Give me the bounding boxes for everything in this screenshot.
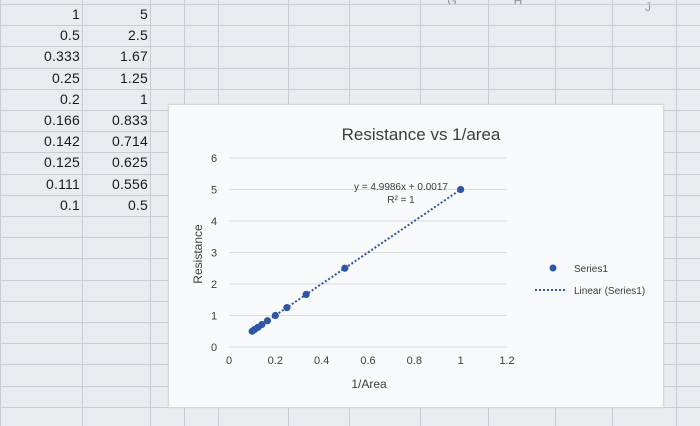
x-tick-label: 1 [458,355,464,367]
cell-resistance[interactable]: 0.833 [111,112,148,128]
cell-resistance[interactable]: 0.556 [111,175,148,192]
data-point[interactable] [457,185,465,194]
y-tick-labels: 0 1 2 3 4 5 6 [211,153,217,354]
cell-inverse-area[interactable]: 0.142 [43,133,80,150]
y-tick-label: 1 [211,311,217,323]
cell-resistance[interactable]: 2.5 [127,27,148,44]
cell-resistance[interactable]: 1.67 [119,48,148,65]
chart-title: Resistance vs 1/area [342,125,501,144]
data-point[interactable] [271,311,279,320]
grid-column-line [150,0,151,426]
cell-inverse-area[interactable]: 0.333 [43,48,80,65]
x-tick-labels: 0 0.2 0.4 0.6 0.8 1 1.2 [226,355,515,367]
x-tick-label: 0.8 [407,355,422,367]
legend-label-series1: Series1 [574,264,608,275]
grid-row-line [0,67,700,69]
cell-inverse-area[interactable]: 1 [72,6,80,22]
linear-trendline [251,188,462,333]
grid-column-line [0,0,1,426]
cell-resistance[interactable]: 0.5 [127,196,148,213]
grid-row-line [0,88,700,90]
grid-row-line [0,46,700,48]
cell-inverse-area[interactable]: 0.166 [43,112,80,128]
cell-resistance[interactable]: 1 [140,90,148,107]
cell-inverse-area[interactable]: 0.125 [43,154,80,171]
cell-inverse-area[interactable]: 0.1 [59,196,80,213]
grid-column-line [82,0,83,426]
y-tick-label: 5 [211,185,217,197]
cell-resistance[interactable]: 5 [140,6,148,22]
y-tick-label: 6 [211,153,217,165]
y-tick-label: 3 [211,248,217,260]
grid-row-line [0,4,700,5]
data-point[interactable] [302,290,310,298]
x-axis-title: 1/Area [351,377,387,391]
x-tick-label: 1.2 [499,355,514,367]
cell-resistance[interactable]: 0.714 [111,133,148,150]
column-header-j[interactable]: J [645,0,651,14]
legend-label-trendline: Linear (Series1) [574,286,645,297]
data-point[interactable] [283,304,291,312]
grid-row-line [0,25,700,27]
cell-inverse-area[interactable]: 0.5 [59,27,80,44]
legend: Series1 Linear (Series1) [535,264,645,297]
cell-inverse-area[interactable]: 0.25 [51,69,80,86]
y-tick-label: 0 [211,342,217,354]
data-point[interactable] [248,327,256,335]
cell-inverse-area[interactable]: 0.111 [46,175,80,192]
trendline-equation: y = 4.9986x + 0.0017 [354,182,448,193]
x-tick-label: 0.2 [268,355,283,367]
x-tick-label: 0.6 [360,355,375,367]
cell-resistance[interactable]: 0.625 [111,154,148,171]
cell-inverse-area[interactable]: 0.2 [59,90,80,107]
y-tick-label: 4 [211,216,217,228]
x-tick-label: 0 [226,355,232,367]
grid-column-line [676,0,677,426]
data-point[interactable] [341,264,349,272]
data-point[interactable] [263,317,272,325]
cell-resistance[interactable]: 1.25 [119,69,148,86]
r-squared-label: R² = 1 [387,195,415,206]
data-points [248,185,465,335]
x-tick-label: 0.4 [314,355,329,367]
y-axis-title: Resistance [191,224,205,284]
y-tick-label: 2 [211,279,217,291]
legend-marker-series1 [549,264,557,272]
